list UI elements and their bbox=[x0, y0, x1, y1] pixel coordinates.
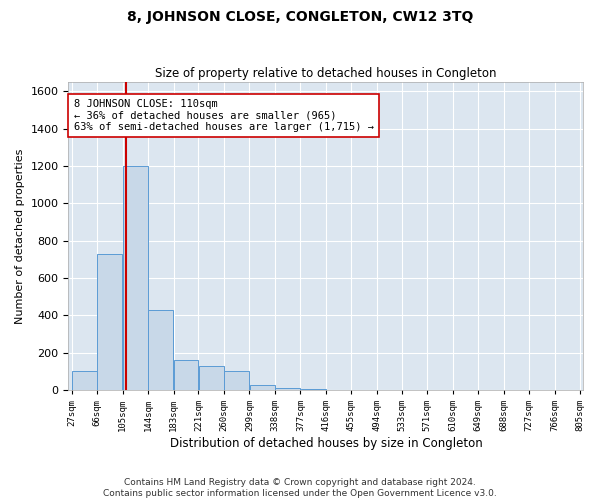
Bar bbox=[123, 166, 148, 390]
Y-axis label: Number of detached properties: Number of detached properties bbox=[15, 148, 25, 324]
Text: 8, JOHNSON CLOSE, CONGLETON, CW12 3TQ: 8, JOHNSON CLOSE, CONGLETON, CW12 3TQ bbox=[127, 10, 473, 24]
Text: Contains HM Land Registry data © Crown copyright and database right 2024.
Contai: Contains HM Land Registry data © Crown c… bbox=[103, 478, 497, 498]
Bar bbox=[301, 389, 326, 390]
Bar bbox=[174, 360, 199, 390]
X-axis label: Distribution of detached houses by size in Congleton: Distribution of detached houses by size … bbox=[170, 437, 482, 450]
Bar bbox=[275, 388, 300, 390]
Bar bbox=[199, 366, 224, 390]
Bar bbox=[97, 254, 122, 390]
Bar bbox=[72, 372, 97, 390]
Bar bbox=[148, 310, 173, 390]
Title: Size of property relative to detached houses in Congleton: Size of property relative to detached ho… bbox=[155, 66, 497, 80]
Bar bbox=[250, 384, 275, 390]
Bar bbox=[224, 372, 249, 390]
Text: 8 JOHNSON CLOSE: 110sqm
← 36% of detached houses are smaller (965)
63% of semi-d: 8 JOHNSON CLOSE: 110sqm ← 36% of detache… bbox=[74, 99, 374, 132]
